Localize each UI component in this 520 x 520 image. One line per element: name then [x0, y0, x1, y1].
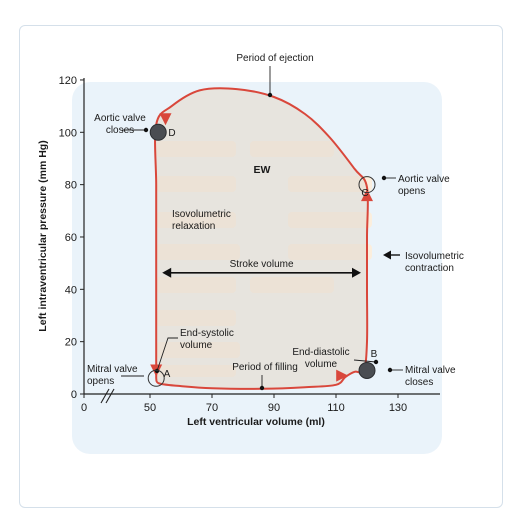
point-c-label: C [361, 188, 368, 199]
aortic-opens-dot [381, 175, 387, 181]
mitral-closes-dot [387, 367, 393, 373]
y-tick-label: 20 [65, 337, 77, 349]
end-systolic-leader [156, 337, 178, 372]
isovol-contract-text: contraction [405, 263, 454, 274]
x-tick-label: 50 [144, 402, 156, 414]
stroke-volume-arrowhead [162, 267, 172, 278]
pressure-volume-loop [154, 87, 369, 390]
x-tick-label: 110 [327, 402, 345, 414]
end-diastolic-text: volume [305, 359, 338, 370]
end-systolic-text: End-systolic [180, 328, 234, 339]
point-c-marker [358, 176, 376, 194]
point-b-label: B [371, 349, 378, 360]
loop-arrow-up [361, 189, 373, 202]
x-tick-label: 70 [206, 402, 218, 414]
x-tick-label: 90 [268, 402, 280, 414]
loop-arrow-down [159, 113, 172, 126]
point-b-marker [358, 361, 376, 379]
y-tick-label: 120 [59, 75, 77, 87]
aortic-opens-text: Aortic valve [398, 174, 450, 185]
axis-break-mark [105, 388, 115, 404]
mitral-opens-text: Mitral valve [87, 364, 138, 375]
isovol-contract-text: Isovolumetric [405, 251, 464, 262]
end-diastolic-dot [373, 359, 379, 365]
aortic-closes-text: closes [106, 125, 134, 136]
point-d-label: D [168, 128, 175, 139]
isovol-contract-arrowhead [383, 250, 391, 260]
mitral-closes-text: closes [405, 377, 433, 388]
y-tick-label: 40 [65, 284, 77, 296]
mitral-opens-text: opens [87, 376, 114, 387]
y-tick-label: 100 [59, 127, 77, 139]
stroke-volume-label: Stroke volume [230, 259, 294, 270]
aortic-closes-text: Aortic valve [94, 113, 146, 124]
axis-break-mark [100, 388, 110, 404]
ew-label: EW [254, 164, 271, 176]
stroke-volume-arrowhead [352, 267, 361, 278]
period-ejection-dot [267, 92, 273, 98]
aortic-opens-text: opens [398, 186, 425, 197]
point-a-marker [147, 369, 165, 387]
period-filling-text: Period of filling [232, 362, 298, 373]
stroke-volume-indicator: Stroke volume [162, 259, 361, 278]
annotation-leaders [121, 66, 403, 391]
isovol-relax-text: Isovolumetric [172, 209, 231, 220]
valve-event-points: A B C D [147, 123, 378, 387]
y-tick-label: 0 [71, 389, 77, 401]
y-tick-label: 80 [65, 180, 77, 192]
y-tick-label: 60 [65, 232, 77, 244]
point-a-label: A [164, 369, 171, 380]
end-diastolic-text: End-diastolic [292, 347, 349, 358]
x-tick-label: 0 [81, 402, 87, 414]
x-tick-label: 130 [389, 402, 407, 414]
end-systolic-text: volume [180, 340, 213, 351]
aortic-closes-dot [143, 127, 149, 133]
axes: 0 20 40 60 80 100 120 0 50 70 90 110 130 Left ventric… [37, 75, 440, 428]
isovol-relax-text: relaxation [172, 221, 215, 232]
point-d-marker [149, 123, 167, 141]
loop-arrow-right [336, 369, 349, 382]
ejection-work-area [155, 88, 368, 389]
period-ejection-text: Period of ejection [236, 53, 313, 64]
y-axis-title: Left intraventricular pressure (mm Hg) [37, 140, 49, 331]
x-axis-title: Left ventricular volume (ml) [187, 416, 325, 428]
mitral-closes-text: Mitral valve [405, 365, 456, 376]
period-filling-dot [259, 385, 265, 391]
end-diastolic-leader [353, 359, 377, 363]
